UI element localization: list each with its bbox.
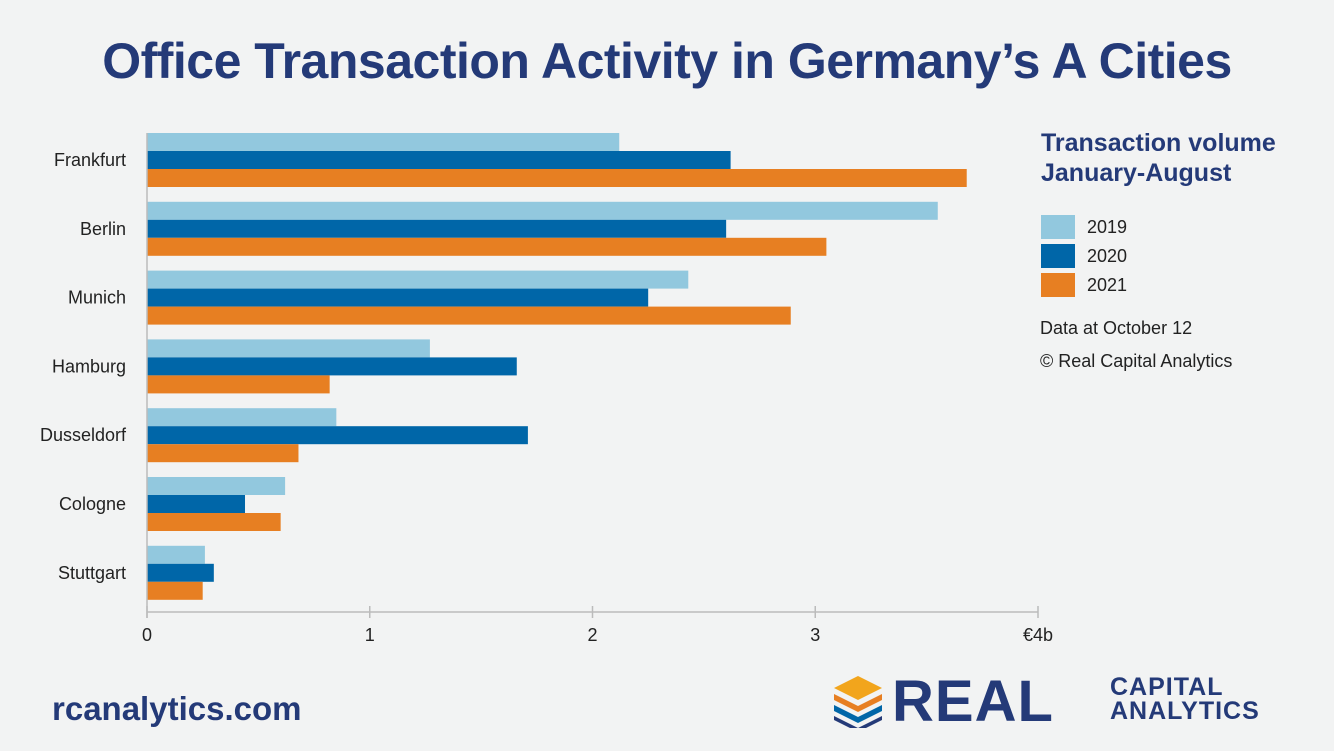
- x-tick-label: 3: [810, 625, 820, 645]
- bar-berlin-2019: [147, 201, 938, 220]
- data-date-note: Data at October 12: [1040, 318, 1193, 338]
- bar-berlin-2021: [147, 237, 827, 256]
- bar-berlin-2020: [147, 219, 727, 238]
- category-label: Munich: [68, 288, 126, 308]
- bar-stuttgart-2020: [147, 563, 214, 582]
- bar-dusseldorf-2020: [147, 426, 528, 445]
- logo-word: REAL: [892, 669, 1054, 734]
- website-link[interactable]: rcanalytics.com: [52, 690, 302, 727]
- bar-munich-2019: [147, 270, 689, 289]
- legend-swatch-2021: [1041, 273, 1075, 297]
- bar-stuttgart-2019: [147, 545, 205, 564]
- legend-item-2021: 2021: [1041, 272, 1127, 298]
- company-logo: REAL CAPITAL ANALYTICS: [830, 669, 1310, 734]
- category-label: Frankfurt: [54, 150, 126, 170]
- bar-cologne-2021: [147, 513, 281, 531]
- bar-cologne-2020: [147, 495, 246, 513]
- bar-munich-2021: [147, 306, 791, 325]
- bar-hamburg-2019: [147, 339, 430, 358]
- bar-frankfurt-2020: [147, 151, 731, 169]
- bar-frankfurt-2021: [147, 169, 967, 187]
- legend-swatch-2019: [1041, 215, 1075, 239]
- bar-cologne-2019: [147, 477, 286, 495]
- bar-hamburg-2020: [147, 357, 517, 376]
- legend-item-2019: 2019: [1041, 214, 1127, 240]
- legend-label-2020: 2020: [1087, 245, 1128, 266]
- x-tick-label: 1: [365, 625, 375, 645]
- category-label: Cologne: [59, 494, 126, 514]
- bar-dusseldorf-2021: [147, 444, 299, 463]
- bar-munich-2020: [147, 288, 649, 307]
- x-tick-label: 2: [587, 625, 597, 645]
- legend-heading-line2: January-August: [1041, 159, 1232, 187]
- x-tick-label: 0: [142, 625, 152, 645]
- logo-stack-icon: [834, 676, 882, 728]
- logo-sub-line1: CAPITAL: [1110, 673, 1224, 701]
- copyright-note: © Real Capital Analytics: [1040, 351, 1233, 371]
- legend-swatch-2020: [1041, 244, 1075, 268]
- legend-label-2019: 2019: [1087, 216, 1128, 237]
- legend-label-2021: 2021: [1087, 274, 1128, 295]
- category-label: Berlin: [80, 219, 126, 239]
- legend-item-2020: 2020: [1041, 243, 1127, 269]
- legend-heading-line1: Transaction volume: [1041, 129, 1276, 157]
- x-tick-label: €4b: [1023, 625, 1053, 645]
- bar-hamburg-2021: [147, 375, 330, 394]
- chart-title: Office Transaction Activity in Germany’s…: [102, 33, 1232, 89]
- category-label: Dusseldorf: [40, 425, 127, 445]
- bar-stuttgart-2021: [147, 581, 203, 600]
- bar-dusseldorf-2019: [147, 408, 337, 427]
- legend-heading: Transaction volume January-August: [1041, 128, 1331, 188]
- category-label: Hamburg: [52, 356, 126, 376]
- bar-frankfurt-2019: [147, 133, 620, 151]
- logo-sub-line2: ANALYTICS: [1110, 697, 1260, 725]
- category-label: Stuttgart: [58, 563, 126, 583]
